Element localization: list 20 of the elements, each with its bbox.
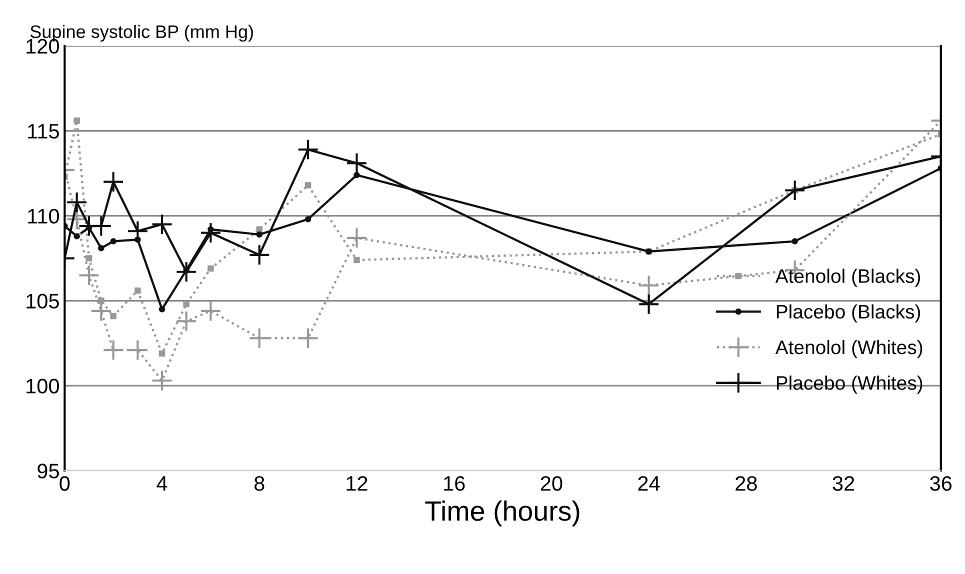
x-tick-label: 8 [254, 476, 264, 491]
x-tick-label: 24 [638, 476, 660, 491]
legend-label: Placebo (Blacks) [776, 304, 920, 322]
legend-label: Atenolol (Blacks) [775, 268, 920, 287]
x-tick-label: 20 [540, 476, 562, 491]
y-tick-label: 105 [26, 294, 59, 309]
x-tick-label: 12 [346, 476, 368, 491]
y-tick-label: 115 [28, 124, 59, 139]
x-tick-label: 16 [444, 476, 465, 491]
legend-label: Atenolol (Whites) [775, 340, 922, 358]
x-axis-title: Time (hours) [425, 500, 580, 526]
x-tick-label: 36 [930, 476, 952, 491]
x-tick-label: 32 [832, 476, 854, 491]
legend-label: Placebo (Whites) [776, 376, 922, 394]
y-tick-label: 100 [26, 378, 59, 394]
x-tick-label: 28 [736, 476, 757, 491]
x-tick-label: 0 [60, 476, 70, 491]
y-tick-label: 110 [28, 208, 59, 224]
x-tick-label: 4 [156, 476, 168, 491]
y-tick-label: 95 [38, 464, 59, 478]
